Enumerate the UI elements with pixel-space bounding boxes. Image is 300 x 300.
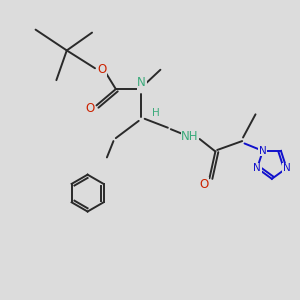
Text: N: N (137, 76, 146, 89)
Text: N: N (259, 146, 267, 156)
Text: NH: NH (182, 130, 199, 143)
Text: N: N (253, 163, 261, 173)
Text: O: O (200, 178, 209, 191)
Text: O: O (97, 63, 106, 76)
Text: O: O (85, 102, 94, 115)
Text: H: H (152, 108, 160, 118)
Text: N: N (283, 163, 290, 173)
